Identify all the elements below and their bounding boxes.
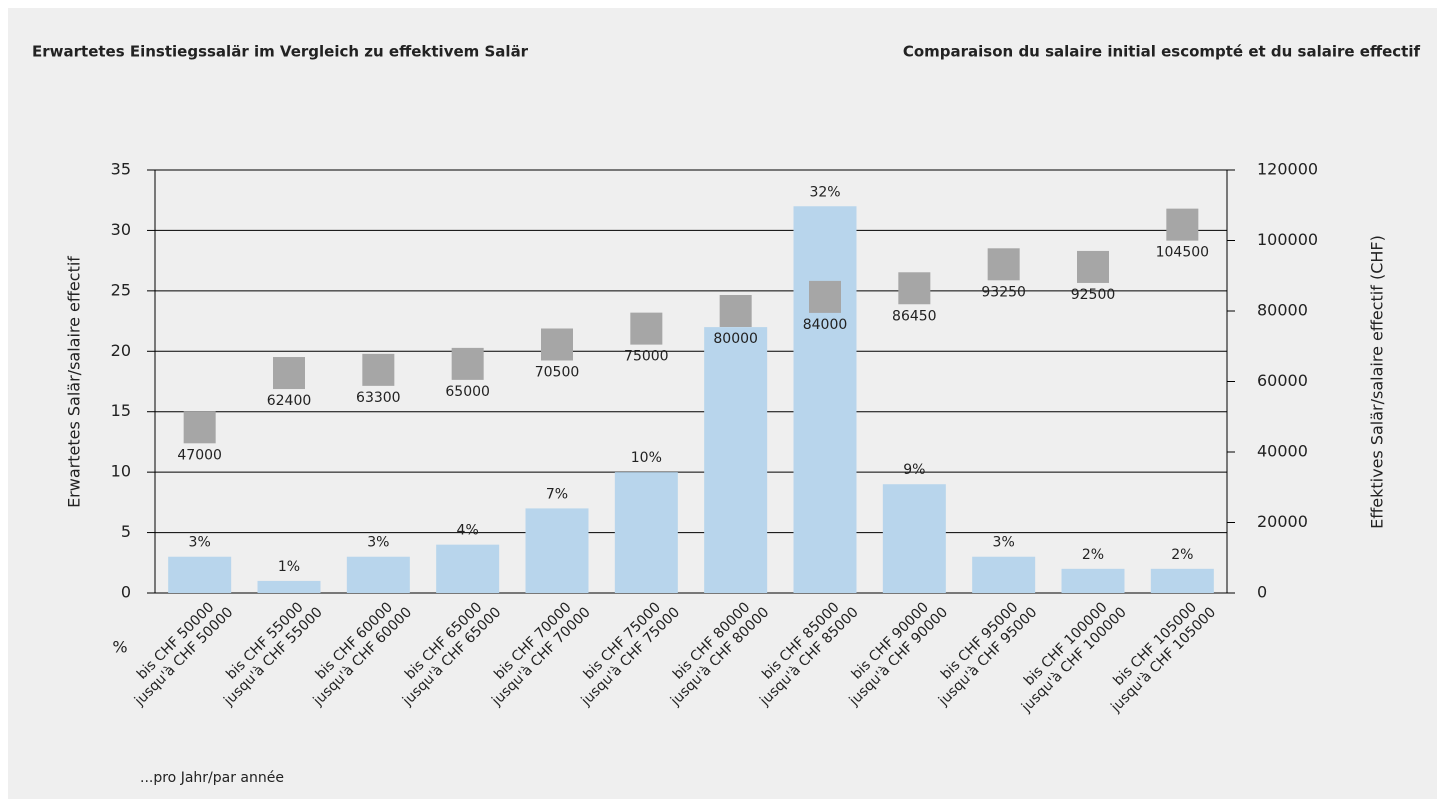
marker [1166, 208, 1199, 241]
y-tick-label: 20 [111, 341, 131, 360]
bar-value-label: 10% [631, 450, 662, 466]
y2-axis-label: Effektives Salär/salaire effectif (CHF) [1368, 235, 1387, 529]
y-tick-label: 0 [121, 583, 131, 602]
y2-tick-label: 0 [1257, 583, 1267, 602]
bar-value-label: 4% [457, 523, 479, 539]
bar [1150, 568, 1214, 593]
y-axis-label: Erwartetes Salär/salaire effectif [65, 256, 84, 508]
bar-value-label: 3% [367, 535, 389, 551]
bar [168, 556, 232, 593]
bar [793, 206, 857, 593]
y2-tick-label: 60000 [1257, 371, 1308, 390]
bar [972, 556, 1036, 593]
bar [525, 508, 589, 593]
bar-value-label: 2% [1171, 547, 1193, 563]
marker-value-label: 93250 [981, 284, 1026, 300]
marker [898, 272, 931, 305]
marker [183, 411, 216, 444]
bar-value-label: 7% [546, 486, 568, 502]
y2-tick-label: 20000 [1257, 512, 1308, 531]
marker [630, 312, 663, 345]
bar-value-label: 2% [1082, 547, 1104, 563]
marker-value-label: 92500 [1071, 287, 1116, 303]
marker [1077, 250, 1109, 283]
marker-value-label: 62400 [267, 393, 312, 409]
y2-tick-label: 40000 [1257, 442, 1308, 461]
footnote: ...pro Jahr/par année [140, 770, 284, 786]
y-tick-label: 15 [111, 401, 131, 420]
marker [541, 328, 573, 361]
y2-tick-label: 120000 [1257, 160, 1318, 179]
bar-value-label: 1% [278, 559, 300, 575]
y-tick-label: 25 [111, 280, 131, 299]
bar [704, 327, 768, 593]
marker-value-label: 86450 [892, 308, 937, 324]
marker-value-label: 65000 [445, 384, 490, 400]
bar-value-label: 32% [809, 184, 840, 200]
marker [719, 295, 752, 327]
x-unit-label: % [112, 638, 127, 657]
marker-value-label: 84000 [803, 317, 848, 333]
bar [346, 556, 410, 593]
y2-tick-label: 80000 [1257, 301, 1308, 320]
bar [882, 484, 946, 593]
marker [362, 353, 395, 386]
bar-value-label: 3% [993, 535, 1015, 551]
marker-value-label: 70500 [535, 364, 580, 380]
y-tick-label: 5 [121, 522, 131, 541]
marker-value-label: 104500 [1156, 245, 1209, 261]
marker [987, 248, 1020, 281]
marker [273, 357, 305, 390]
marker [451, 347, 484, 380]
marker-value-label: 80000 [713, 331, 758, 347]
y-tick-label: 10 [111, 462, 131, 481]
bar [1061, 568, 1125, 593]
bar [614, 472, 678, 593]
y2-tick-label: 100000 [1257, 230, 1318, 249]
bar-value-label: 9% [903, 462, 925, 478]
marker-value-label: 75000 [624, 349, 669, 365]
chart-title: Erwartetes Einstiegssalär im Vergleich z… [32, 43, 529, 61]
marker-value-label: 47000 [177, 447, 222, 463]
y-tick-label: 35 [111, 160, 131, 179]
chart-subtitle: Comparaison du salaire initial escompté … [903, 43, 1421, 61]
bar [257, 580, 321, 593]
bar [436, 544, 500, 593]
marker [809, 280, 841, 313]
bar-value-label: 3% [189, 535, 211, 551]
y-tick-label: 30 [111, 220, 131, 239]
marker-value-label: 63300 [356, 390, 401, 406]
